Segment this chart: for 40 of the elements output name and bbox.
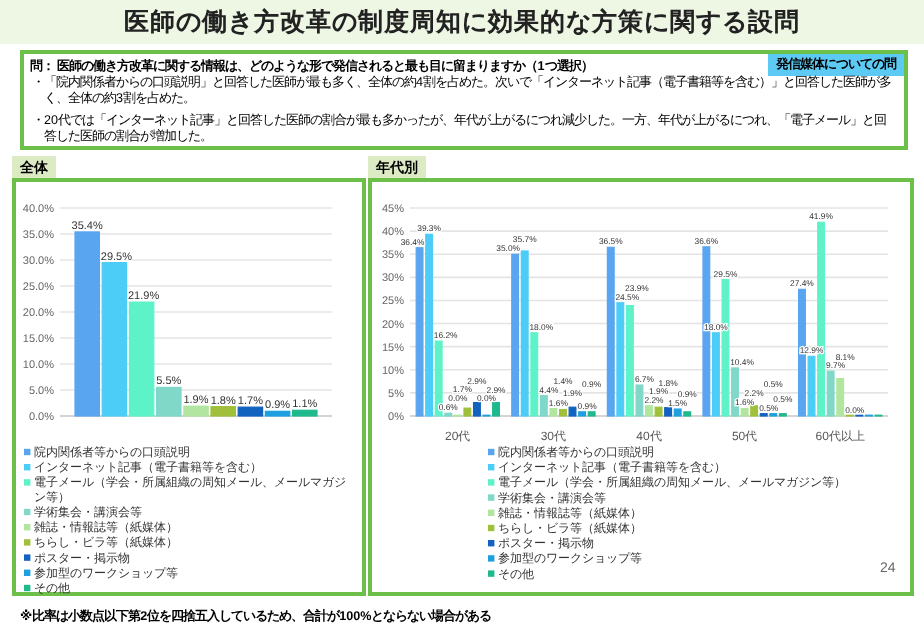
bar: [549, 408, 558, 417]
bar: [558, 408, 567, 417]
bar: [264, 410, 291, 417]
bar: [645, 405, 653, 417]
bar: [750, 405, 759, 417]
bar: [826, 370, 835, 417]
bar: [740, 408, 749, 417]
bar: [511, 253, 520, 417]
bar: [606, 246, 615, 417]
bar: [237, 406, 264, 417]
bar: [463, 407, 472, 417]
bar: [183, 405, 209, 417]
bar: [472, 402, 481, 417]
bar: [625, 304, 634, 417]
bar: [807, 355, 816, 417]
bar: [415, 247, 424, 417]
bar: [520, 250, 529, 417]
bar: [101, 262, 128, 417]
bar: [530, 332, 539, 417]
bar: [578, 411, 587, 417]
bar: [673, 408, 682, 417]
bar: [836, 377, 845, 417]
bar: [587, 411, 596, 417]
bar: [711, 332, 720, 417]
bar: [568, 406, 577, 417]
bar: [434, 340, 443, 417]
bar: [74, 231, 100, 417]
bar: [156, 386, 182, 417]
text: 医師の働き方改革の制度周知に効果的な方策に関する設問: [0, 0, 924, 44]
bar: [128, 301, 155, 417]
bar: [616, 302, 625, 417]
bar: [683, 411, 692, 417]
bar: [292, 409, 318, 417]
bar: [539, 395, 548, 417]
bar: [492, 402, 501, 417]
bar: [425, 233, 434, 417]
bar: [210, 406, 236, 417]
bar: [664, 407, 673, 417]
bar: [654, 406, 663, 417]
bar: [635, 384, 644, 417]
